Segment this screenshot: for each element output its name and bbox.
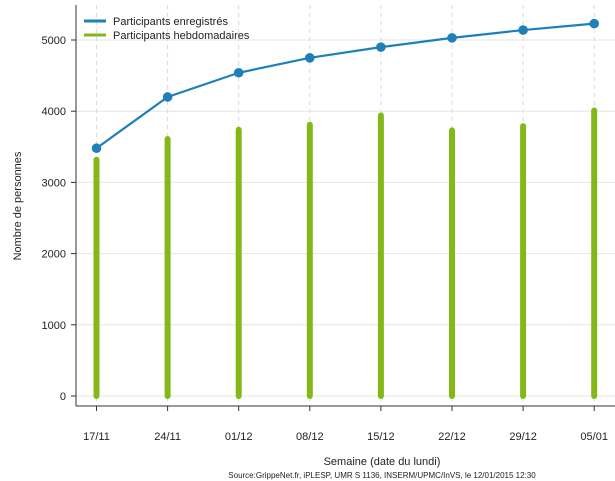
line-point	[305, 53, 315, 63]
y-tick-label: 0	[60, 391, 66, 403]
x-tick-label: 24/11	[154, 431, 181, 443]
line-point	[447, 33, 457, 43]
legend: Participants enregistrés Participants he…	[84, 16, 250, 42]
legend-label-registered: Participants enregistrés	[113, 16, 228, 28]
line-point	[376, 42, 386, 52]
line-point	[233, 67, 244, 78]
x-axis-title: Semaine (date du lundi)	[324, 456, 441, 468]
x-tick-label: 05/01	[580, 431, 608, 443]
y-tick-label: 1000	[42, 320, 66, 332]
series-line	[95, 22, 595, 150]
grid	[76, 5, 615, 406]
line-point	[162, 92, 173, 102]
x-tick-label: 01/12	[225, 431, 253, 443]
x-tick-label: 15/12	[367, 431, 395, 443]
source-note: Source:GrippeNet.fr, iPLESP, UMR S 1136,…	[228, 471, 536, 480]
y-tick-label: 5000	[42, 35, 66, 47]
x-tick-label: 22/12	[438, 431, 466, 443]
x-tick-label: 17/11	[83, 431, 110, 443]
line-series	[91, 18, 599, 154]
x-axis: 17/11 24/11 01/12 08/12 15/12 22/12 29/12 05/01	[76, 405, 615, 443]
y-axis: 0 1000 2000 3000 4000 5000	[42, 5, 77, 406]
x-tick-label: 08/12	[296, 431, 324, 443]
y-axis-title: Nombre de personnes	[12, 151, 24, 260]
x-tick-label: 29/12	[509, 431, 537, 443]
y-tick-label: 3000	[42, 177, 66, 189]
y-tick-label: 4000	[42, 106, 66, 118]
line-point	[91, 143, 102, 154]
legend-label-weekly: Participants hebdomadaires	[113, 30, 250, 42]
y-tick-label: 2000	[42, 249, 66, 261]
bar-series	[93, 107, 598, 399]
line-point	[589, 18, 599, 29]
line-point	[518, 25, 528, 35]
